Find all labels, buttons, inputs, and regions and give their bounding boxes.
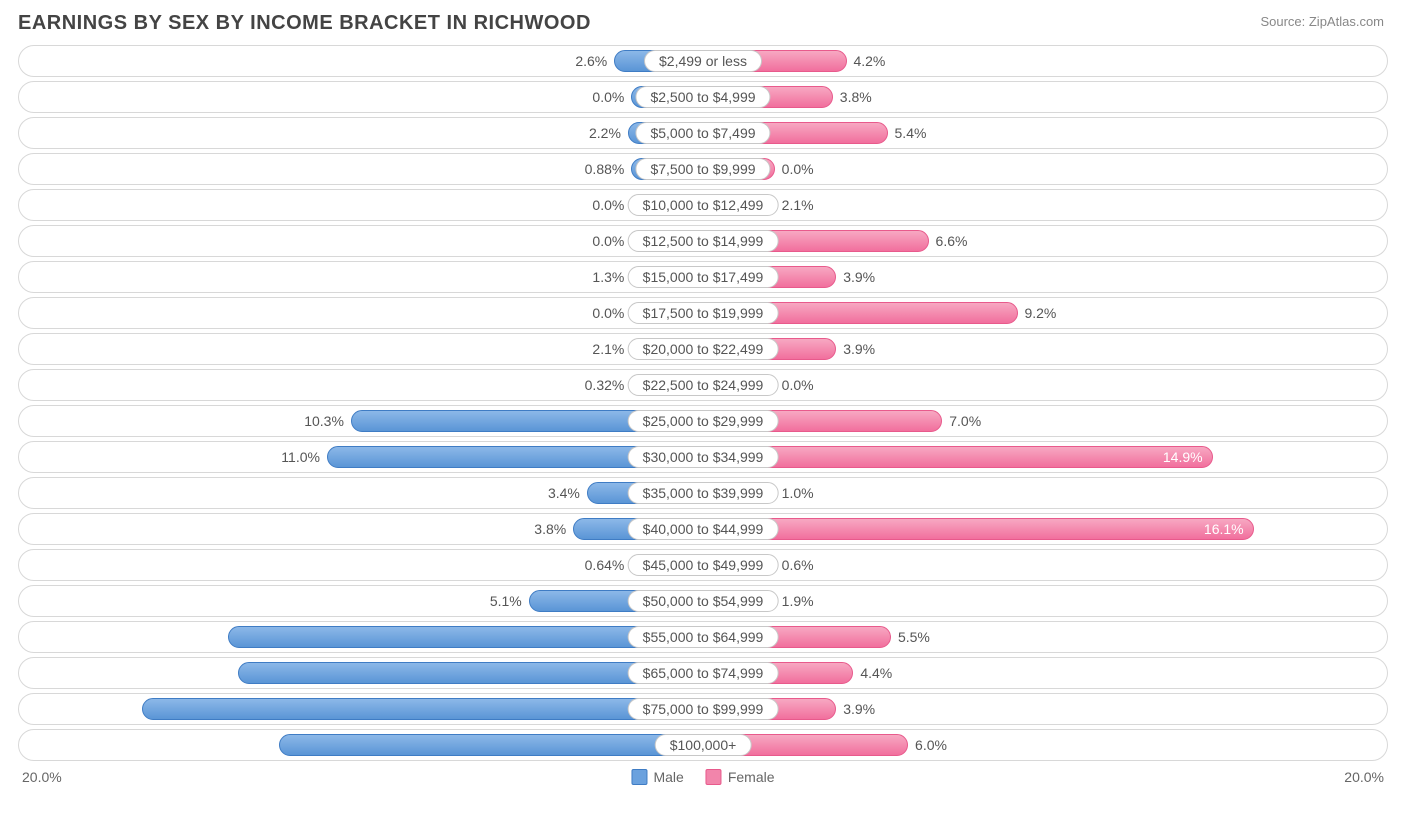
chart-row: 3.8% 16.1% $40,000 to $44,999 xyxy=(18,513,1388,545)
female-bar xyxy=(703,518,1254,540)
female-value-label: 0.0% xyxy=(782,154,814,184)
chart-row: 0.64% 0.6%$45,000 to $49,999 xyxy=(18,549,1388,581)
bracket-label: $22,500 to $24,999 xyxy=(628,374,779,396)
chart-row: 2.6% 4.2% $2,499 or less xyxy=(18,45,1388,77)
chart-row: 2.1% 3.9% $20,000 to $22,499 xyxy=(18,333,1388,365)
bracket-label: $7,500 to $9,999 xyxy=(635,158,770,180)
male-value-label: 0.0% xyxy=(592,190,624,220)
female-value-label: 4.4% xyxy=(860,658,892,688)
male-swatch xyxy=(631,769,647,785)
female-value-label: 7.0% xyxy=(949,406,981,436)
male-value-label: 0.0% xyxy=(592,226,624,256)
bracket-label: $5,000 to $7,499 xyxy=(635,122,770,144)
legend-male: Male xyxy=(631,769,683,785)
bracket-label: $55,000 to $64,999 xyxy=(628,626,779,648)
male-value-label: 2.1% xyxy=(592,334,624,364)
chart-row: 0.32% 0.0%$22,500 to $24,999 xyxy=(18,369,1388,401)
legend-female-label: Female xyxy=(728,769,775,785)
axis-max-left: 20.0% xyxy=(22,769,62,785)
male-value-label: 10.3% xyxy=(304,406,344,436)
chart-title: EARNINGS BY SEX BY INCOME BRACKET IN RIC… xyxy=(18,12,1388,35)
bracket-label: $20,000 to $22,499 xyxy=(628,338,779,360)
bracket-label: $40,000 to $44,999 xyxy=(628,518,779,540)
female-value-label: 0.6% xyxy=(782,550,814,580)
female-value-label: 3.9% xyxy=(843,262,875,292)
male-value-label: 3.4% xyxy=(548,478,580,508)
chart-footer: 20.0% Male Female 20.0% xyxy=(18,769,1388,793)
bracket-label: $30,000 to $34,999 xyxy=(628,446,779,468)
female-value-label: 9.2% xyxy=(1024,298,1056,328)
female-value-label: 3.9% xyxy=(843,694,875,724)
male-value-label: 11.0% xyxy=(281,442,320,472)
male-value-label: 0.88% xyxy=(585,154,625,184)
male-value-label: 0.32% xyxy=(585,370,625,400)
bracket-label: $2,500 to $4,999 xyxy=(635,86,770,108)
bracket-label: $50,000 to $54,999 xyxy=(628,590,779,612)
bracket-label: $12,500 to $14,999 xyxy=(628,230,779,252)
female-bar xyxy=(703,446,1213,468)
legend-male-label: Male xyxy=(653,769,683,785)
chart-row: 0.0% 2.1%$10,000 to $12,499 xyxy=(18,189,1388,221)
male-value-label: 0.0% xyxy=(592,82,624,112)
chart-row: 0.88% 0.0% $7,500 to $9,999 xyxy=(18,153,1388,185)
female-value-label: 0.0% xyxy=(782,370,814,400)
male-value-label: 5.1% xyxy=(490,586,522,616)
female-value-label: 3.9% xyxy=(843,334,875,364)
bracket-label: $35,000 to $39,999 xyxy=(628,482,779,504)
chart-row: 1.3% 3.9% $15,000 to $17,499 xyxy=(18,261,1388,293)
chart-row: 11.0% 14.9% $30,000 to $34,999 xyxy=(18,441,1388,473)
chart-row: 2.2% 5.4% $5,000 to $7,499 xyxy=(18,117,1388,149)
male-value-label: 0.0% xyxy=(592,298,624,328)
chart-row: 10.3% 7.0% $25,000 to $29,999 xyxy=(18,405,1388,437)
male-value-label: 1.3% xyxy=(592,262,624,292)
female-value-label: 16.1% xyxy=(1204,514,1254,544)
female-value-label: 5.4% xyxy=(895,118,927,148)
bracket-label: $17,500 to $19,999 xyxy=(628,302,779,324)
bracket-label: $100,000+ xyxy=(655,734,752,756)
male-value-label: 2.2% xyxy=(589,118,621,148)
chart-row: 0.0% 6.6% $12,500 to $14,999 xyxy=(18,225,1388,257)
bracket-label: $2,499 or less xyxy=(644,50,762,72)
bracket-label: $65,000 to $74,999 xyxy=(628,662,779,684)
legend-female: Female xyxy=(706,769,775,785)
female-value-label: 2.1% xyxy=(782,190,814,220)
female-value-label: 3.8% xyxy=(840,82,872,112)
female-value-label: 1.0% xyxy=(782,478,814,508)
axis-max-right: 20.0% xyxy=(1344,769,1384,785)
legend: Male Female xyxy=(631,769,774,785)
male-value-label: 3.8% xyxy=(534,514,566,544)
bracket-label: $10,000 to $12,499 xyxy=(628,194,779,216)
female-value-label: 14.9% xyxy=(1163,442,1213,472)
chart-row: 13.9%5.5%$55,000 to $64,999 xyxy=(18,621,1388,653)
bracket-label: $25,000 to $29,999 xyxy=(628,410,779,432)
chart-row: 12.4%6.0%$100,000+ xyxy=(18,729,1388,761)
female-swatch xyxy=(706,769,722,785)
male-bar xyxy=(142,698,703,720)
female-value-label: 6.0% xyxy=(915,730,947,760)
male-bar xyxy=(279,734,703,756)
female-value-label: 6.6% xyxy=(936,226,968,256)
female-value-label: 5.5% xyxy=(898,622,930,652)
diverging-bar-chart: 2.6% 4.2% $2,499 or less 0.0% 3.8% $2,500 to … xyxy=(18,45,1388,761)
chart-row: 13.6%4.4%$65,000 to $74,999 xyxy=(18,657,1388,689)
female-value-label: 1.9% xyxy=(782,586,814,616)
female-value-label: 4.2% xyxy=(853,46,885,76)
chart-row: 16.4%3.9%$75,000 to $99,999 xyxy=(18,693,1388,725)
bracket-label: $45,000 to $49,999 xyxy=(628,554,779,576)
chart-row: 0.0% 3.8% $2,500 to $4,999 xyxy=(18,81,1388,113)
male-value-label: 2.6% xyxy=(575,46,607,76)
chart-row: 3.4% 1.0%$35,000 to $39,999 xyxy=(18,477,1388,509)
source-attribution: Source: ZipAtlas.com xyxy=(1260,14,1384,29)
chart-row: 0.0% 9.2% $17,500 to $19,999 xyxy=(18,297,1388,329)
bracket-label: $15,000 to $17,499 xyxy=(628,266,779,288)
bracket-label: $75,000 to $99,999 xyxy=(628,698,779,720)
chart-row: 5.1% 1.9%$50,000 to $54,999 xyxy=(18,585,1388,617)
male-value-label: 0.64% xyxy=(585,550,625,580)
